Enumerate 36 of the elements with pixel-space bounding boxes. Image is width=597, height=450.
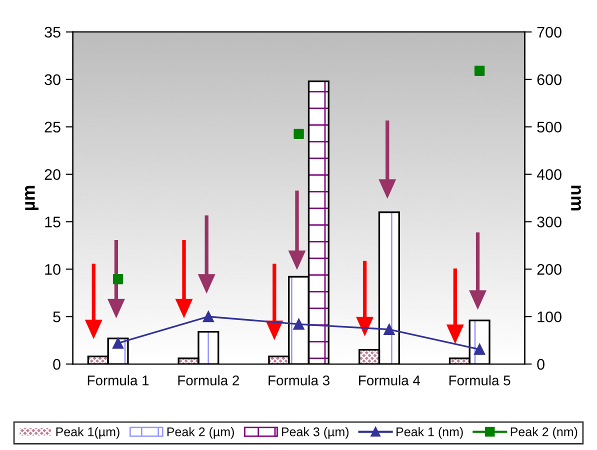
y-tick-label: 10 (45, 264, 60, 275)
point (293, 318, 304, 330)
y2-tick-label: 300 (537, 216, 562, 228)
legend-label: Peak 1 (nm) (396, 427, 463, 439)
y-tick-label: 25 (44, 122, 60, 133)
y2-axis-title: nm (571, 186, 581, 210)
legend-label: Peak 1(µm) (56, 427, 120, 439)
point (474, 66, 485, 76)
y2-tick-label: 700 (537, 26, 562, 38)
legend-label: Peak 2 (µm) (167, 427, 234, 439)
y-axis-title: µm (25, 186, 38, 210)
point (112, 338, 124, 349)
y-tick-label: 35 (44, 26, 60, 38)
point (202, 311, 214, 322)
y-tick-label: 15 (45, 216, 60, 228)
y2-tick-label: 200 (537, 264, 562, 275)
y2-tick-label: 0 (537, 358, 544, 370)
x-tick-label: Formula 4 (359, 375, 420, 386)
x-tick-label: Formula 3 (268, 375, 330, 386)
x-tick-label: Formula 2 (178, 375, 239, 386)
legend-label: Peak 3 (µm) (282, 427, 349, 439)
y2-tick-label: 100 (538, 311, 562, 322)
y2-tick-label: 500 (537, 122, 562, 133)
point (112, 274, 124, 284)
point (384, 324, 395, 335)
point (474, 344, 486, 355)
y-tick-label: 0 (53, 358, 60, 370)
point (294, 128, 304, 140)
y-tick-label: 30 (44, 74, 60, 86)
y-tick-label: 5 (53, 312, 60, 322)
y-tick-label: 20 (44, 169, 60, 180)
legend-label: Peak 2 (nm) (510, 427, 578, 439)
y2-tick-label: 400 (536, 169, 562, 180)
y2-tick-label: 600 (537, 74, 562, 86)
x-tick-label: Formula 5 (449, 375, 510, 386)
x-tick-label: Formula 1 (88, 375, 149, 386)
